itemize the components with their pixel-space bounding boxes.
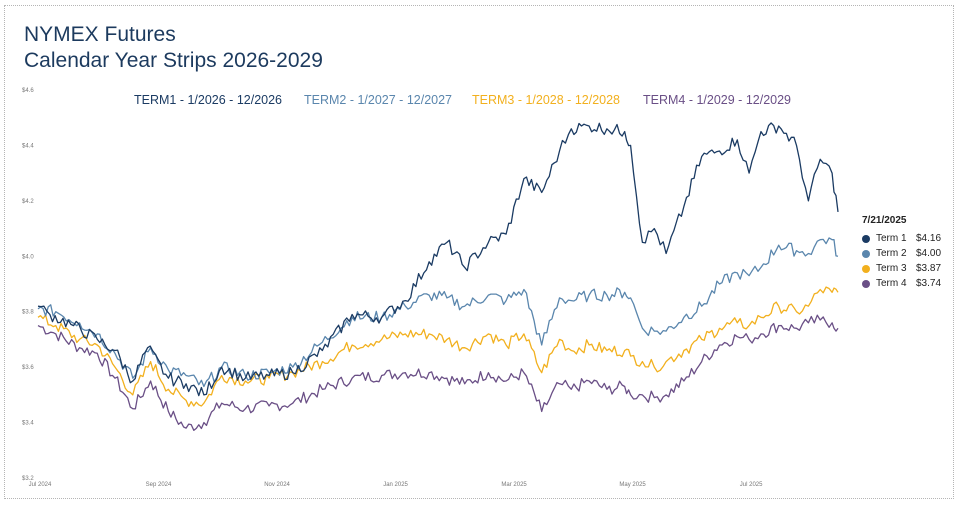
side-legend-value: $4.00: [916, 248, 942, 259]
side-legend-label: Term 2: [876, 248, 907, 259]
y-tick-label: $4.2: [22, 199, 34, 205]
legend-term4: TERM4 - 1/2029 - 12/2029: [643, 93, 791, 107]
side-legend: 7/21/2025 Term 1 $4.16 Term 2 $4.00 Term…: [862, 215, 948, 291]
side-legend-date: 7/21/2025: [862, 215, 907, 226]
side-legend-row-term1: Term 1 $4.16: [862, 231, 948, 246]
y-tick-label: $3.6: [22, 365, 34, 371]
term4-dot-icon: [862, 279, 870, 288]
x-tick-label: May 2025: [619, 482, 646, 488]
x-tick-label: Nov 2024: [264, 482, 290, 488]
title-line-1: NYMEX Futures: [24, 23, 176, 46]
side-legend-label: Term 1: [876, 233, 907, 244]
series-line-term-1: [37, 122, 839, 397]
term2-dot-icon: [862, 249, 870, 258]
side-legend-label: Term 3: [876, 263, 907, 274]
series-line-term-3: [37, 286, 839, 408]
series-line-term-2: [37, 237, 839, 388]
x-tick-label: Jul 2024: [29, 482, 52, 488]
y-tick-label: $4.4: [22, 143, 34, 149]
side-legend-value: $3.87: [916, 263, 942, 274]
title-line-2: Calendar Year Strips 2026-2029: [24, 49, 323, 72]
side-legend-row-term2: Term 2 $4.00: [862, 246, 948, 261]
x-tick-label: Sep 2024: [146, 482, 172, 488]
y-tick-label: $3.4: [22, 421, 34, 427]
side-legend-label: Term 4: [876, 278, 907, 289]
y-tick-label: $3.2: [22, 476, 34, 482]
side-legend-row-term3: Term 3 $3.87: [862, 261, 948, 276]
series-line-term-4: [37, 314, 839, 431]
x-tick-label: Jan 2025: [383, 482, 408, 488]
top-legend: TERM1 - 1/2026 - 12/2026 TERM2 - 1/2027 …: [0, 93, 960, 109]
dotted-frame: [4, 5, 954, 499]
term1-dot-icon: [862, 234, 870, 243]
x-tick-label: Jul 2025: [740, 482, 763, 488]
y-tick-label: $4.6: [22, 88, 34, 94]
side-legend-row-term4: Term 4 $3.74: [862, 276, 948, 291]
term3-dot-icon: [862, 264, 870, 273]
chart-title: NYMEX Futures Calendar Year Strips 2026-…: [24, 22, 323, 74]
legend-term1: TERM1 - 1/2026 - 12/2026: [134, 93, 282, 107]
legend-term3: TERM3 - 1/2028 - 12/2028: [472, 93, 620, 107]
side-legend-value: $3.74: [916, 278, 942, 289]
legend-term2: TERM2 - 1/2027 - 12/2027: [304, 93, 452, 107]
y-tick-label: $3.8: [22, 310, 34, 316]
y-tick-label: $4.0: [22, 254, 34, 260]
side-legend-value: $4.16: [916, 233, 942, 244]
x-tick-label: Mar 2025: [501, 482, 527, 488]
